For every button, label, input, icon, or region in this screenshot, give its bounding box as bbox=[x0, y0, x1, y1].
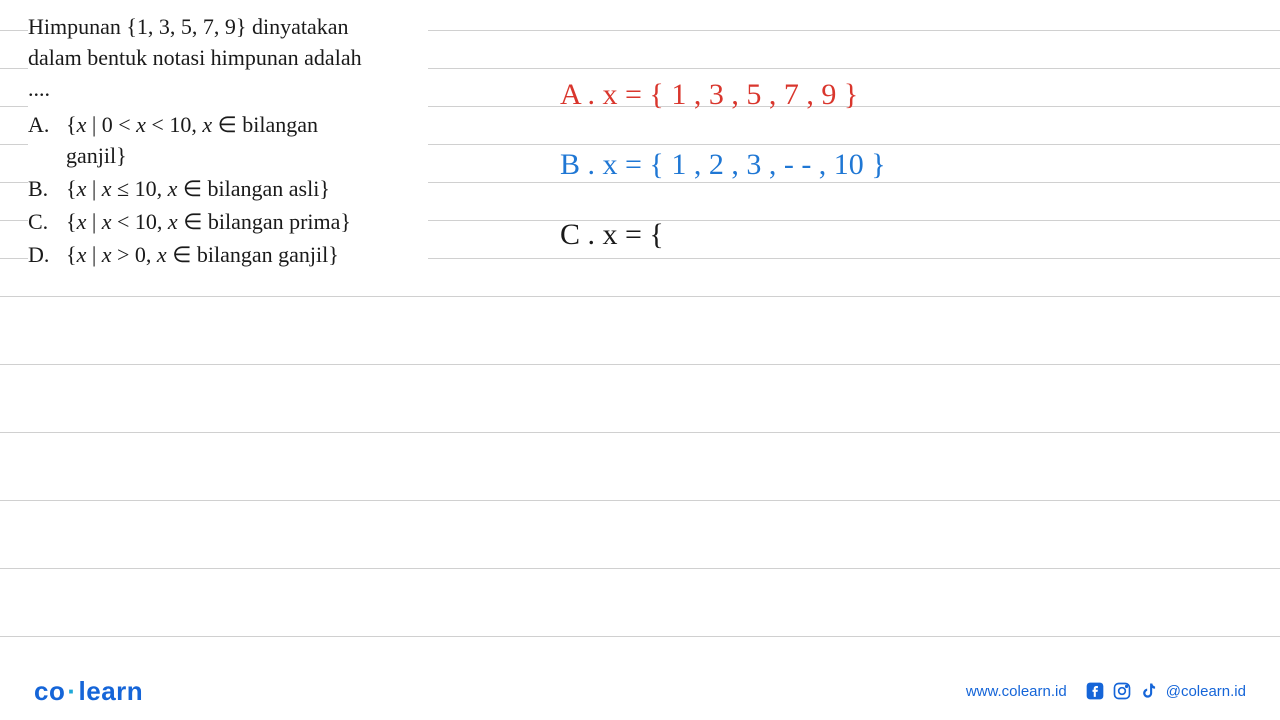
brand-logo: co·learn bbox=[34, 676, 143, 707]
option-body: {x | x ≤ 10, x ∈ bilangan asli} bbox=[66, 174, 428, 205]
rule-line bbox=[0, 568, 1280, 569]
social-icons: @colearn.id bbox=[1085, 681, 1246, 701]
handwritten-answer-c: C . x = { bbox=[560, 218, 664, 252]
option-a: A. {x | 0 < x < 10, x ∈ bilanganganjil} bbox=[28, 110, 428, 172]
option-body: {x | x > 0, x ∈ bilangan ganjil} bbox=[66, 240, 428, 271]
rule-line bbox=[0, 364, 1280, 365]
option-body: {x | 0 < x < 10, x ∈ bilanganganjil} bbox=[66, 110, 428, 172]
question-ellipsis: .... bbox=[28, 76, 50, 101]
handwritten-answer-a: A . x = { 1 , 3 , 5 , 7 , 9 } bbox=[560, 78, 858, 112]
options-list: A. {x | 0 < x < 10, x ∈ bilanganganjil} … bbox=[28, 110, 428, 270]
footer-right: www.colearn.id @colearn.id bbox=[966, 681, 1246, 701]
instagram-icon[interactable] bbox=[1112, 681, 1132, 701]
logo-dot: · bbox=[65, 676, 78, 706]
rule-line bbox=[0, 636, 1280, 637]
question-line1: Himpunan {1, 3, 5, 7, 9} dinyatakan bbox=[28, 14, 349, 39]
footer-bar: co·learn www.colearn.id @colearn.id bbox=[0, 662, 1280, 720]
option-letter: A. bbox=[28, 110, 66, 172]
option-c: C. {x | x < 10, x ∈ bilangan prima} bbox=[28, 207, 428, 238]
rule-line bbox=[0, 500, 1280, 501]
website-link[interactable]: www.colearn.id bbox=[966, 683, 1067, 700]
social-handle[interactable]: @colearn.id bbox=[1166, 683, 1246, 700]
option-b: B. {x | x ≤ 10, x ∈ bilangan asli} bbox=[28, 174, 428, 205]
rule-line bbox=[0, 296, 1280, 297]
question-text: Himpunan {1, 3, 5, 7, 9} dinyatakan dala… bbox=[28, 12, 428, 104]
option-body: {x | x < 10, x ∈ bilangan prima} bbox=[66, 207, 428, 238]
question-panel: Himpunan {1, 3, 5, 7, 9} dinyatakan dala… bbox=[28, 12, 428, 272]
handwritten-answer-b: B . x = { 1 , 2 , 3 , - - , 10 } bbox=[560, 148, 886, 182]
question-line2: dalam bentuk notasi himpunan adalah bbox=[28, 45, 362, 70]
logo-learn: learn bbox=[79, 676, 144, 706]
option-letter: B. bbox=[28, 174, 66, 205]
rule-line bbox=[0, 432, 1280, 433]
facebook-icon[interactable] bbox=[1085, 681, 1105, 701]
option-letter: C. bbox=[28, 207, 66, 238]
logo-co: co bbox=[34, 676, 65, 706]
option-letter: D. bbox=[28, 240, 66, 271]
option-d: D. {x | x > 0, x ∈ bilangan ganjil} bbox=[28, 240, 428, 271]
tiktok-icon[interactable] bbox=[1139, 681, 1159, 701]
